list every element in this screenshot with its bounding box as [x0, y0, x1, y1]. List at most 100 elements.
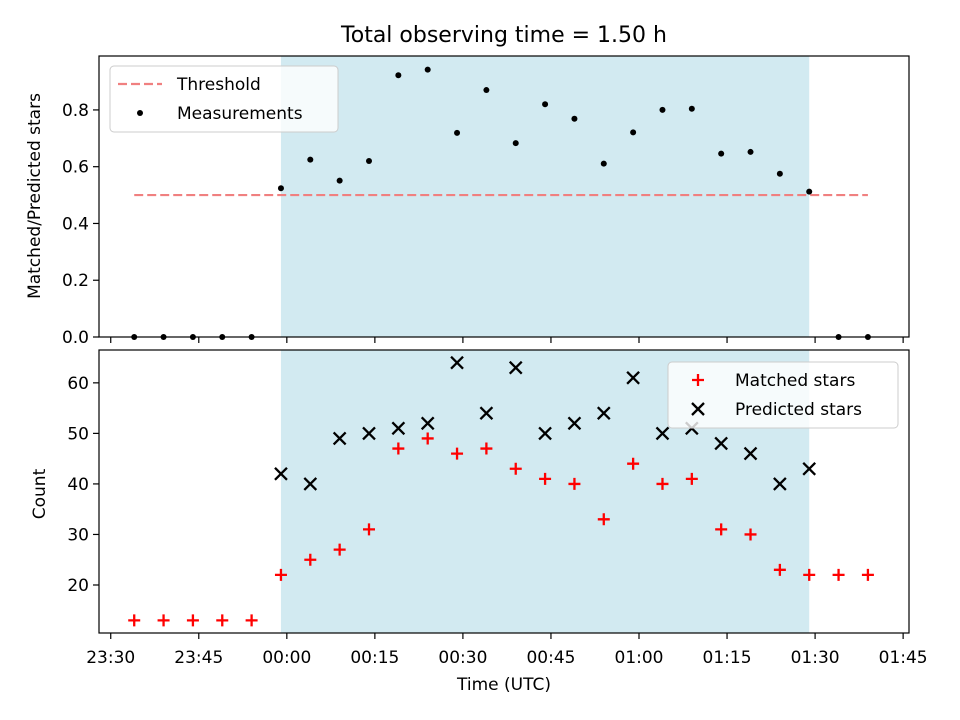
measurement-point [395, 72, 402, 79]
matched-star-point [216, 614, 229, 627]
matched-star-point [832, 568, 845, 581]
bottom-axes: 20 30 40 50 60 23:30 23:45 00:00 00:15 00:30 00:45… [67, 349, 928, 668]
predicted-star-point [802, 461, 817, 476]
legend-box [667, 361, 899, 429]
predicted-star-point [567, 416, 582, 431]
legend-label-matched-stars: Matched stars [735, 371, 855, 391]
measurement-point [571, 115, 578, 122]
legend-predicted-swatch [691, 402, 705, 416]
measurement-point [747, 148, 754, 155]
top-panel: 0.0 0.2 0.4 0.6 0.8 Threshold Measurements Ma… [25, 55, 910, 348]
legend-measurements-swatch [137, 110, 143, 116]
predicted-star-point [362, 426, 376, 441]
x-tick-label-0130: 01:30 [791, 648, 840, 668]
matched-star-point [186, 614, 199, 627]
y-tick-label-0-6: 0.6 [62, 158, 89, 178]
matched-star-point [157, 614, 170, 627]
matched-star-point [392, 442, 405, 455]
y-tick-label-20: 20 [67, 576, 89, 596]
predicted-star-point [479, 406, 494, 420]
legend-label-predicted-stars: Predicted stars [735, 400, 862, 420]
predicted-star-point [303, 477, 318, 491]
matched-star-point [656, 477, 669, 490]
legend-label-measurements: Measurements [177, 104, 303, 124]
matched-star-point [773, 563, 786, 576]
x-tick-label-0100: 01:00 [615, 648, 664, 668]
bottom-legend: Matched stars Predicted stars [667, 361, 899, 429]
y-tick-label-0-4: 0.4 [62, 214, 89, 234]
x-axis-label: Time (UTC) [456, 675, 551, 695]
bottom-y-axis-label: Count [30, 468, 50, 519]
matched-star-point [568, 477, 581, 490]
x-tick-label-0015: 00:15 [350, 648, 399, 668]
matched-star-point [803, 568, 816, 581]
matched-star-point [715, 523, 728, 536]
chart-title: Total observing time = 1.50 h [340, 23, 667, 48]
predicted-star-point [508, 360, 523, 375]
legend-label-threshold: Threshold [176, 75, 261, 95]
measurement-point [630, 129, 637, 136]
predicted-star-point [743, 446, 758, 461]
measurement-point [336, 177, 343, 184]
matched-star-point [480, 442, 493, 455]
predicted-star-point [391, 421, 406, 436]
x-tick-label-0115: 01:15 [703, 648, 752, 668]
plot-frame [98, 349, 910, 634]
measurement-point [454, 129, 461, 136]
matched-star-point [128, 614, 141, 627]
x-tick-label-2330: 23:30 [86, 648, 135, 668]
predicted-star-point [420, 416, 435, 431]
predicted-star-point [773, 477, 787, 491]
predicted-star-point [274, 466, 288, 481]
x-tick-label-0030: 00:30 [438, 648, 487, 668]
matched-star-point [685, 472, 698, 485]
x-tick-label-0145: 01:45 [879, 648, 928, 668]
measurement-point [424, 66, 431, 73]
predicted-star-point [596, 406, 611, 420]
predicted-star-point [450, 355, 464, 370]
y-tick-label-0-2: 0.2 [62, 271, 89, 291]
legend-box [109, 65, 339, 133]
matched-star-point [363, 523, 375, 536]
x-tick-label-2345: 23:45 [174, 648, 223, 668]
matched-star-point [421, 432, 434, 445]
top-plot-marks [131, 66, 871, 340]
measurement-point [806, 188, 813, 195]
measurement-point [512, 140, 519, 147]
predicted-star-point [332, 431, 347, 446]
y-tick-label-30: 30 [67, 525, 89, 545]
top-legend: Threshold Measurements [109, 65, 339, 133]
bottom-plot-marks [128, 355, 874, 627]
x-tick-label-0045: 00:45 [526, 648, 575, 668]
matched-star-point [274, 568, 287, 581]
matched-star-point [509, 462, 522, 475]
predicted-star-point [538, 426, 552, 441]
matched-star-point [539, 472, 552, 485]
measurement-point [277, 185, 284, 192]
matched-star-point [304, 553, 317, 566]
observing-window-band [280, 56, 810, 337]
measurement-point [718, 150, 725, 157]
measurement-point [542, 101, 549, 108]
y-tick-label-50: 50 [67, 424, 89, 444]
matched-star-point [597, 513, 610, 526]
predicted-star-point [626, 370, 640, 385]
top-y-axis-label: Matched/Predicted stars [25, 93, 45, 299]
observing-window-shade-top [280, 56, 810, 337]
y-tick-label-40: 40 [67, 475, 89, 495]
plot-frame [98, 55, 910, 338]
predicted-star-point [714, 436, 728, 451]
y-tick-label-0: 0.0 [62, 328, 89, 348]
legend-matched-swatch [692, 374, 704, 386]
matched-star-point [627, 457, 640, 470]
top-axes: 0.0 0.2 0.4 0.6 0.8 [62, 55, 910, 348]
measurement-point [600, 160, 607, 167]
measurement-point [659, 106, 666, 113]
matched-star-point [333, 543, 346, 556]
measurement-point [776, 170, 783, 177]
measurement-point [366, 158, 372, 165]
measurement-point [688, 105, 695, 112]
y-tick-label-0-8: 0.8 [62, 101, 89, 121]
matched-star-point [245, 614, 258, 627]
